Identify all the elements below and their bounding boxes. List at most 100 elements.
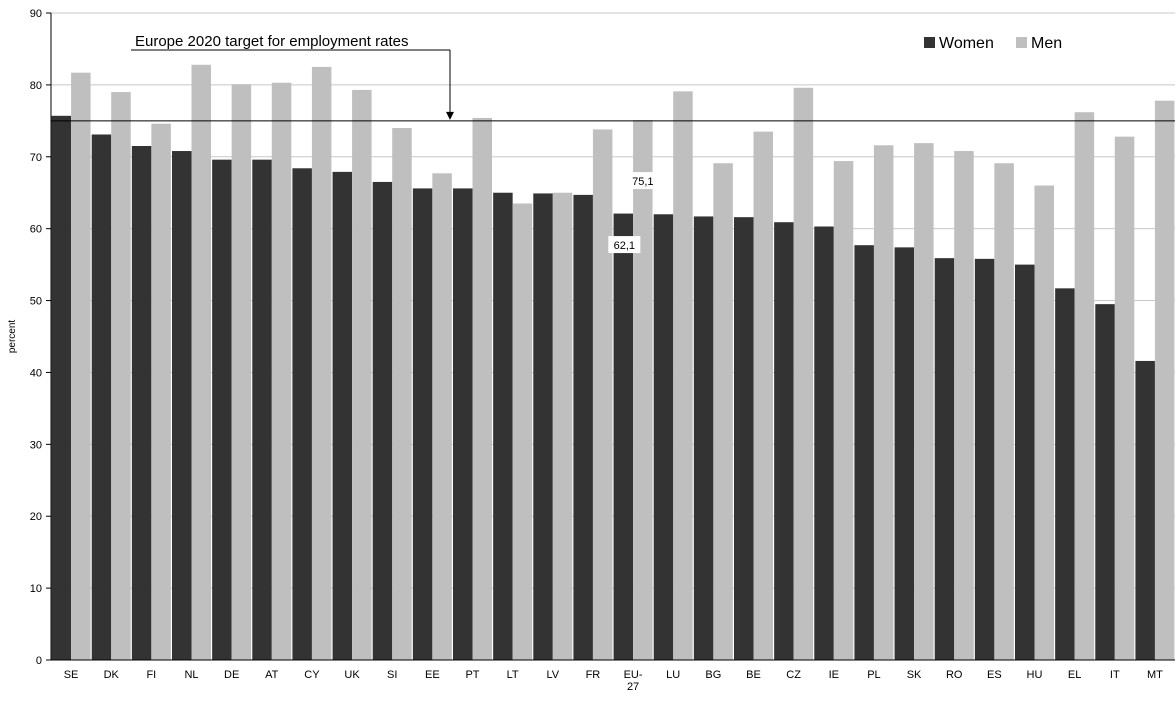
bar-women-sk <box>894 247 915 660</box>
bars <box>51 64 1175 661</box>
data-label-women: 62,1 <box>614 240 635 252</box>
bar-women-at <box>252 159 272 661</box>
bar-men-de <box>231 84 252 661</box>
x-tick-label-sk: SK <box>907 669 922 681</box>
target-annotation: Europe 2020 target for employment rates <box>135 33 409 50</box>
bar-women-eu27 <box>613 213 634 660</box>
x-tick-label-nl: NL <box>184 669 198 681</box>
bar-women-es <box>974 258 995 660</box>
y-axis-label: percent <box>7 320 18 354</box>
bar-men-uk <box>352 89 372 660</box>
bar-women-se <box>51 115 72 661</box>
bar-men-sk <box>914 143 934 660</box>
bar-women-bg <box>693 216 714 660</box>
bar-women-de <box>212 159 232 661</box>
y-tick-label-60: 60 <box>30 224 42 236</box>
x-tick-label-uk: UK <box>344 669 360 681</box>
bar-women-nl <box>172 151 192 660</box>
bar-men-nl <box>191 64 211 660</box>
x-tick-label-eu27: EU-27 <box>624 669 643 693</box>
bar-women-ee <box>412 188 433 661</box>
bar-men-fr <box>592 129 613 660</box>
bar-men-dk <box>111 92 131 661</box>
bar-women-mt <box>1135 360 1155 660</box>
y-tick-label-80: 80 <box>30 80 42 92</box>
bar-men-ee <box>432 173 452 660</box>
bar-women-lu <box>653 214 674 661</box>
y-tick-label-90: 90 <box>30 8 42 20</box>
y-tick-label-40: 40 <box>30 367 42 379</box>
bar-women-cy <box>292 168 312 660</box>
y-tick-label-50: 50 <box>30 296 42 308</box>
bar-men-cy <box>311 66 332 660</box>
bar-women-pl <box>854 245 874 660</box>
bar-women-fr <box>573 194 593 660</box>
legend-label-women: Women <box>939 35 994 52</box>
bar-women-el <box>1055 288 1075 660</box>
bar-men-it <box>1114 136 1135 660</box>
legend-swatch-men <box>1016 37 1027 48</box>
x-tick-label-cy: CY <box>304 669 320 681</box>
bar-men-lv <box>552 192 573 660</box>
x-tick-label-it: IT <box>1110 669 1120 681</box>
data-label-box-women <box>608 236 641 254</box>
target-line-group <box>51 49 1175 122</box>
y-tick-label-70: 70 <box>30 152 42 164</box>
bar-women-cz <box>774 222 794 661</box>
x-tick-label-bg: BG <box>705 669 721 681</box>
bar-men-pl <box>873 145 894 660</box>
tick-labels: 0 10 20 30 40 50 60 70 80 90 SE DK FI NL DE AT CY UK SI EE P… <box>30 8 1163 693</box>
legend: Women Men <box>924 35 1062 52</box>
x-tick-label-fi: FI <box>146 669 156 681</box>
x-tick-label-es: ES <box>987 669 1002 681</box>
bar-men-mt <box>1154 100 1175 660</box>
x-tick-label-cz: CZ <box>786 669 801 681</box>
bar-men-be <box>753 131 773 660</box>
x-tick-label-at: AT <box>265 669 279 681</box>
bar-men-ro <box>954 151 974 660</box>
x-tick-label-be: BE <box>746 669 761 681</box>
bar-men-es <box>994 163 1014 660</box>
legend-swatch-women <box>924 37 935 48</box>
bar-women-lt <box>493 192 513 660</box>
data-labels: 75,1 62,1 <box>608 172 659 254</box>
x-tick-label-dk: DK <box>104 669 120 681</box>
bar-men-cz <box>793 87 814 660</box>
x-tick-label-lv: LV <box>546 669 559 681</box>
y-tick-label-30: 30 <box>30 439 42 451</box>
bar-men-eu27 <box>633 120 653 660</box>
y-tick-label-20: 20 <box>30 511 42 523</box>
bar-men-ie <box>833 161 854 660</box>
bar-men-pt <box>472 117 492 661</box>
bar-men-fi <box>151 123 171 661</box>
x-tick-label-mt: MT <box>1147 669 1163 681</box>
x-tick-label-ro: RO <box>946 669 963 681</box>
x-tick-label-si: SI <box>387 669 397 681</box>
bar-women-hu <box>1015 264 1035 660</box>
bar-women-ie <box>814 226 834 660</box>
bar-men-hu <box>1034 185 1054 661</box>
bar-women-si <box>372 181 393 660</box>
bar-men-lu <box>673 91 693 660</box>
bar-men-at <box>271 82 292 660</box>
y-tick-label-10: 10 <box>30 583 42 595</box>
data-label-men: 75,1 <box>632 176 653 188</box>
x-tick-label-ie: IE <box>829 669 839 681</box>
bar-women-it <box>1095 304 1115 660</box>
bar-women-uk <box>332 171 353 660</box>
x-tick-label-lu: LU <box>666 669 680 681</box>
x-tick-label-ee: EE <box>425 669 440 681</box>
x-tick-label-fr: FR <box>586 669 601 681</box>
bar-women-dk <box>91 134 112 661</box>
axes <box>50 13 1175 661</box>
y-tick-label-0: 0 <box>36 655 42 667</box>
x-tick-label-pt: PT <box>465 669 479 681</box>
data-label-box-men <box>626 172 659 190</box>
x-tick-label-de: DE <box>224 669 239 681</box>
x-tick-label-hu: HU <box>1027 669 1043 681</box>
annotation-arrow-head <box>446 111 454 120</box>
bar-men-se <box>71 72 91 660</box>
legend-label-men: Men <box>1031 35 1062 52</box>
bar-men-lt <box>512 203 533 660</box>
